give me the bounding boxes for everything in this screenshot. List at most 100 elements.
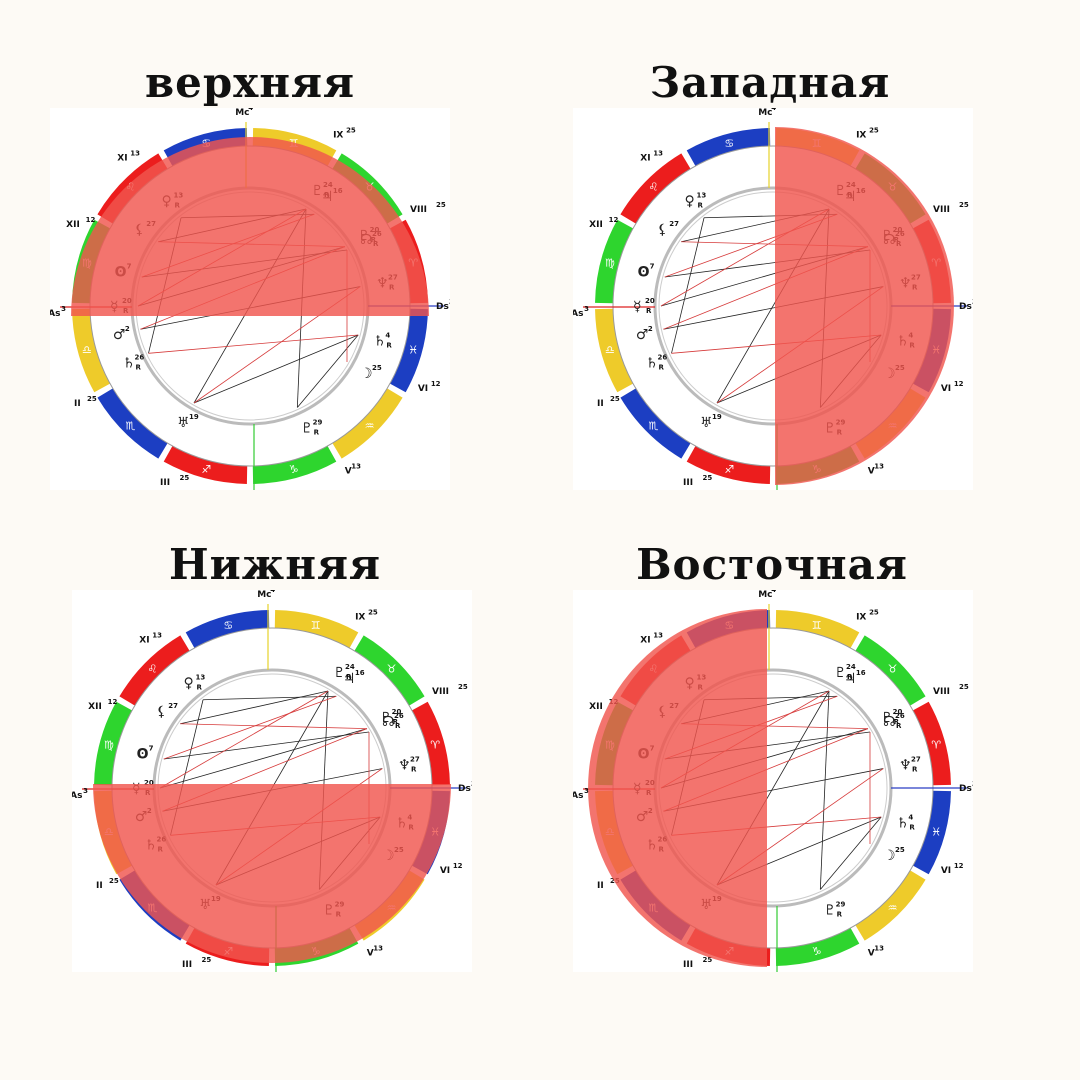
planet-glyph-icon: ♅ — [177, 415, 190, 431]
house-degree: 12 — [609, 216, 619, 224]
planet-retrograde: R — [411, 766, 417, 774]
zodiac-sign-icon: ♓ — [931, 826, 941, 839]
house-label: VIII — [933, 205, 950, 215]
zodiac-segment — [163, 445, 248, 484]
house-degree: 12 — [954, 862, 964, 870]
zodiac-segment — [94, 701, 133, 786]
planet-retrograde: R — [386, 342, 392, 350]
zodiac-sign-icon: ♉ — [387, 662, 397, 675]
house-label: II — [597, 399, 604, 409]
house-degree: 3 — [584, 787, 589, 795]
zodiac-segment — [354, 635, 425, 706]
planet-degree: 2 — [125, 325, 130, 333]
zodiac-segment — [855, 870, 926, 941]
aspect-line-red — [159, 690, 329, 789]
house-degree: 13 — [152, 631, 162, 639]
house-degree: 12 — [453, 862, 463, 870]
zodiac-segment — [389, 308, 428, 393]
zodiac-segment — [411, 701, 450, 786]
planet-retrograde: R — [136, 364, 142, 372]
planet-degree: 7 — [149, 744, 154, 752]
house-label: III — [182, 960, 192, 970]
planet-retrograde: R — [659, 364, 665, 372]
planet-retrograde: R — [847, 673, 853, 681]
planet-retrograde: R — [314, 428, 320, 436]
house-label: II — [597, 881, 604, 891]
aspect-line-black — [163, 731, 370, 760]
hemisphere-highlight — [71, 137, 429, 316]
house-degree: 25 — [959, 201, 969, 209]
planet-retrograde: R — [346, 673, 352, 681]
house-label: VI — [418, 384, 428, 394]
house-label: III — [683, 960, 693, 970]
planet-degree: 20 — [893, 708, 903, 716]
house-degree: 4 — [270, 590, 275, 594]
zodiac-sign-icon: ♓ — [408, 344, 418, 357]
natal-chart-lower: ♋♊♉♈♓♒♑♐♏♎♍♌♀13R⚸27ʘ7☿20R♂2♄26R♅19♇29R☽2… — [72, 590, 472, 972]
house-degree: 4 — [771, 590, 776, 594]
house-label: III — [683, 478, 693, 488]
hemisphere-highlight — [93, 784, 451, 963]
zodiac-segment — [775, 610, 860, 649]
planet-glyph-icon: ♄ — [373, 334, 386, 350]
planet-degree: 29 — [836, 900, 846, 908]
house-label: As — [573, 309, 583, 319]
house-degree: 4 — [771, 108, 776, 112]
planet-retrograde: R — [837, 910, 843, 918]
house-degree: 13 — [874, 945, 884, 953]
planet-degree: 25 — [895, 846, 905, 854]
zodiac-segment — [332, 388, 403, 459]
planet-degree: 24 — [345, 663, 355, 671]
aspect-line-black — [819, 690, 830, 890]
planet-glyph-icon: ♂ — [636, 327, 649, 343]
hemisphere-highlight — [775, 127, 954, 485]
house-label: XI — [640, 635, 650, 645]
planet-glyph-icon: ☽ — [883, 848, 896, 864]
house-label: Mc — [758, 108, 772, 118]
planet-degree: 27 — [669, 220, 679, 228]
planet-retrograde: R — [894, 718, 900, 726]
house-degree: 3 — [584, 305, 589, 313]
house-degree: 13 — [130, 149, 140, 157]
house-degree: 4 — [248, 108, 253, 112]
title-upper: верхняя — [144, 58, 356, 107]
planet-glyph-icon: ♃ — [844, 671, 857, 687]
house-degree: 25 — [610, 395, 620, 403]
zodiac-sign-icon: ♑ — [289, 463, 299, 476]
house-label: VIII — [410, 205, 427, 215]
house-label: III — [160, 478, 170, 488]
planet-glyph-icon: ☿ — [633, 299, 642, 315]
planet-retrograde: R — [896, 722, 902, 730]
house-degree: 25 — [109, 877, 119, 885]
house-label: XI — [139, 635, 149, 645]
zodiac-segment — [855, 635, 926, 706]
house-label: VI — [941, 866, 951, 876]
house-label: As — [573, 791, 583, 801]
planet-degree: 13 — [196, 673, 206, 681]
planet-glyph-icon: ʘ — [137, 746, 149, 762]
aspect-line-red — [148, 334, 359, 354]
planet-degree: 29 — [313, 418, 323, 426]
planet-glyph-icon: ⚸ — [156, 704, 166, 720]
planet-glyph-icon: ♇ — [824, 902, 837, 918]
zodiac-segment — [595, 219, 634, 304]
planet-degree: 19 — [712, 413, 722, 421]
zodiac-segment — [686, 445, 771, 484]
aspect-line-red — [180, 723, 367, 730]
chart-panel-east: ♋♊♉♈♓♒♑♐♏♎♍♌♀13R⚸27ʘ7☿20R♂2♄26R♅19♇29R☽2… — [573, 590, 973, 972]
zodiac-sign-icon: ♋ — [223, 619, 233, 632]
planet-glyph-icon: ʘ — [638, 264, 650, 280]
aspect-line-black — [193, 334, 359, 404]
planet-degree: 26 — [895, 712, 905, 720]
zodiac-segment — [912, 790, 951, 875]
house-degree: 13 — [351, 463, 361, 471]
planet-degree: 16 — [856, 669, 866, 677]
aspect-line-black — [159, 728, 368, 789]
house-label: VIII — [933, 687, 950, 697]
house-degree: 25 — [869, 609, 879, 617]
house-degree: 25 — [346, 127, 356, 135]
planet-glyph-icon: ☊ — [382, 714, 394, 730]
house-degree: 13 — [653, 631, 663, 639]
house-degree: 3 — [471, 780, 472, 788]
natal-chart-east: ♋♊♉♈♓♒♑♐♏♎♍♌♀13R⚸27ʘ7☿20R♂2♄26R♅19♇29R☽2… — [573, 590, 973, 972]
